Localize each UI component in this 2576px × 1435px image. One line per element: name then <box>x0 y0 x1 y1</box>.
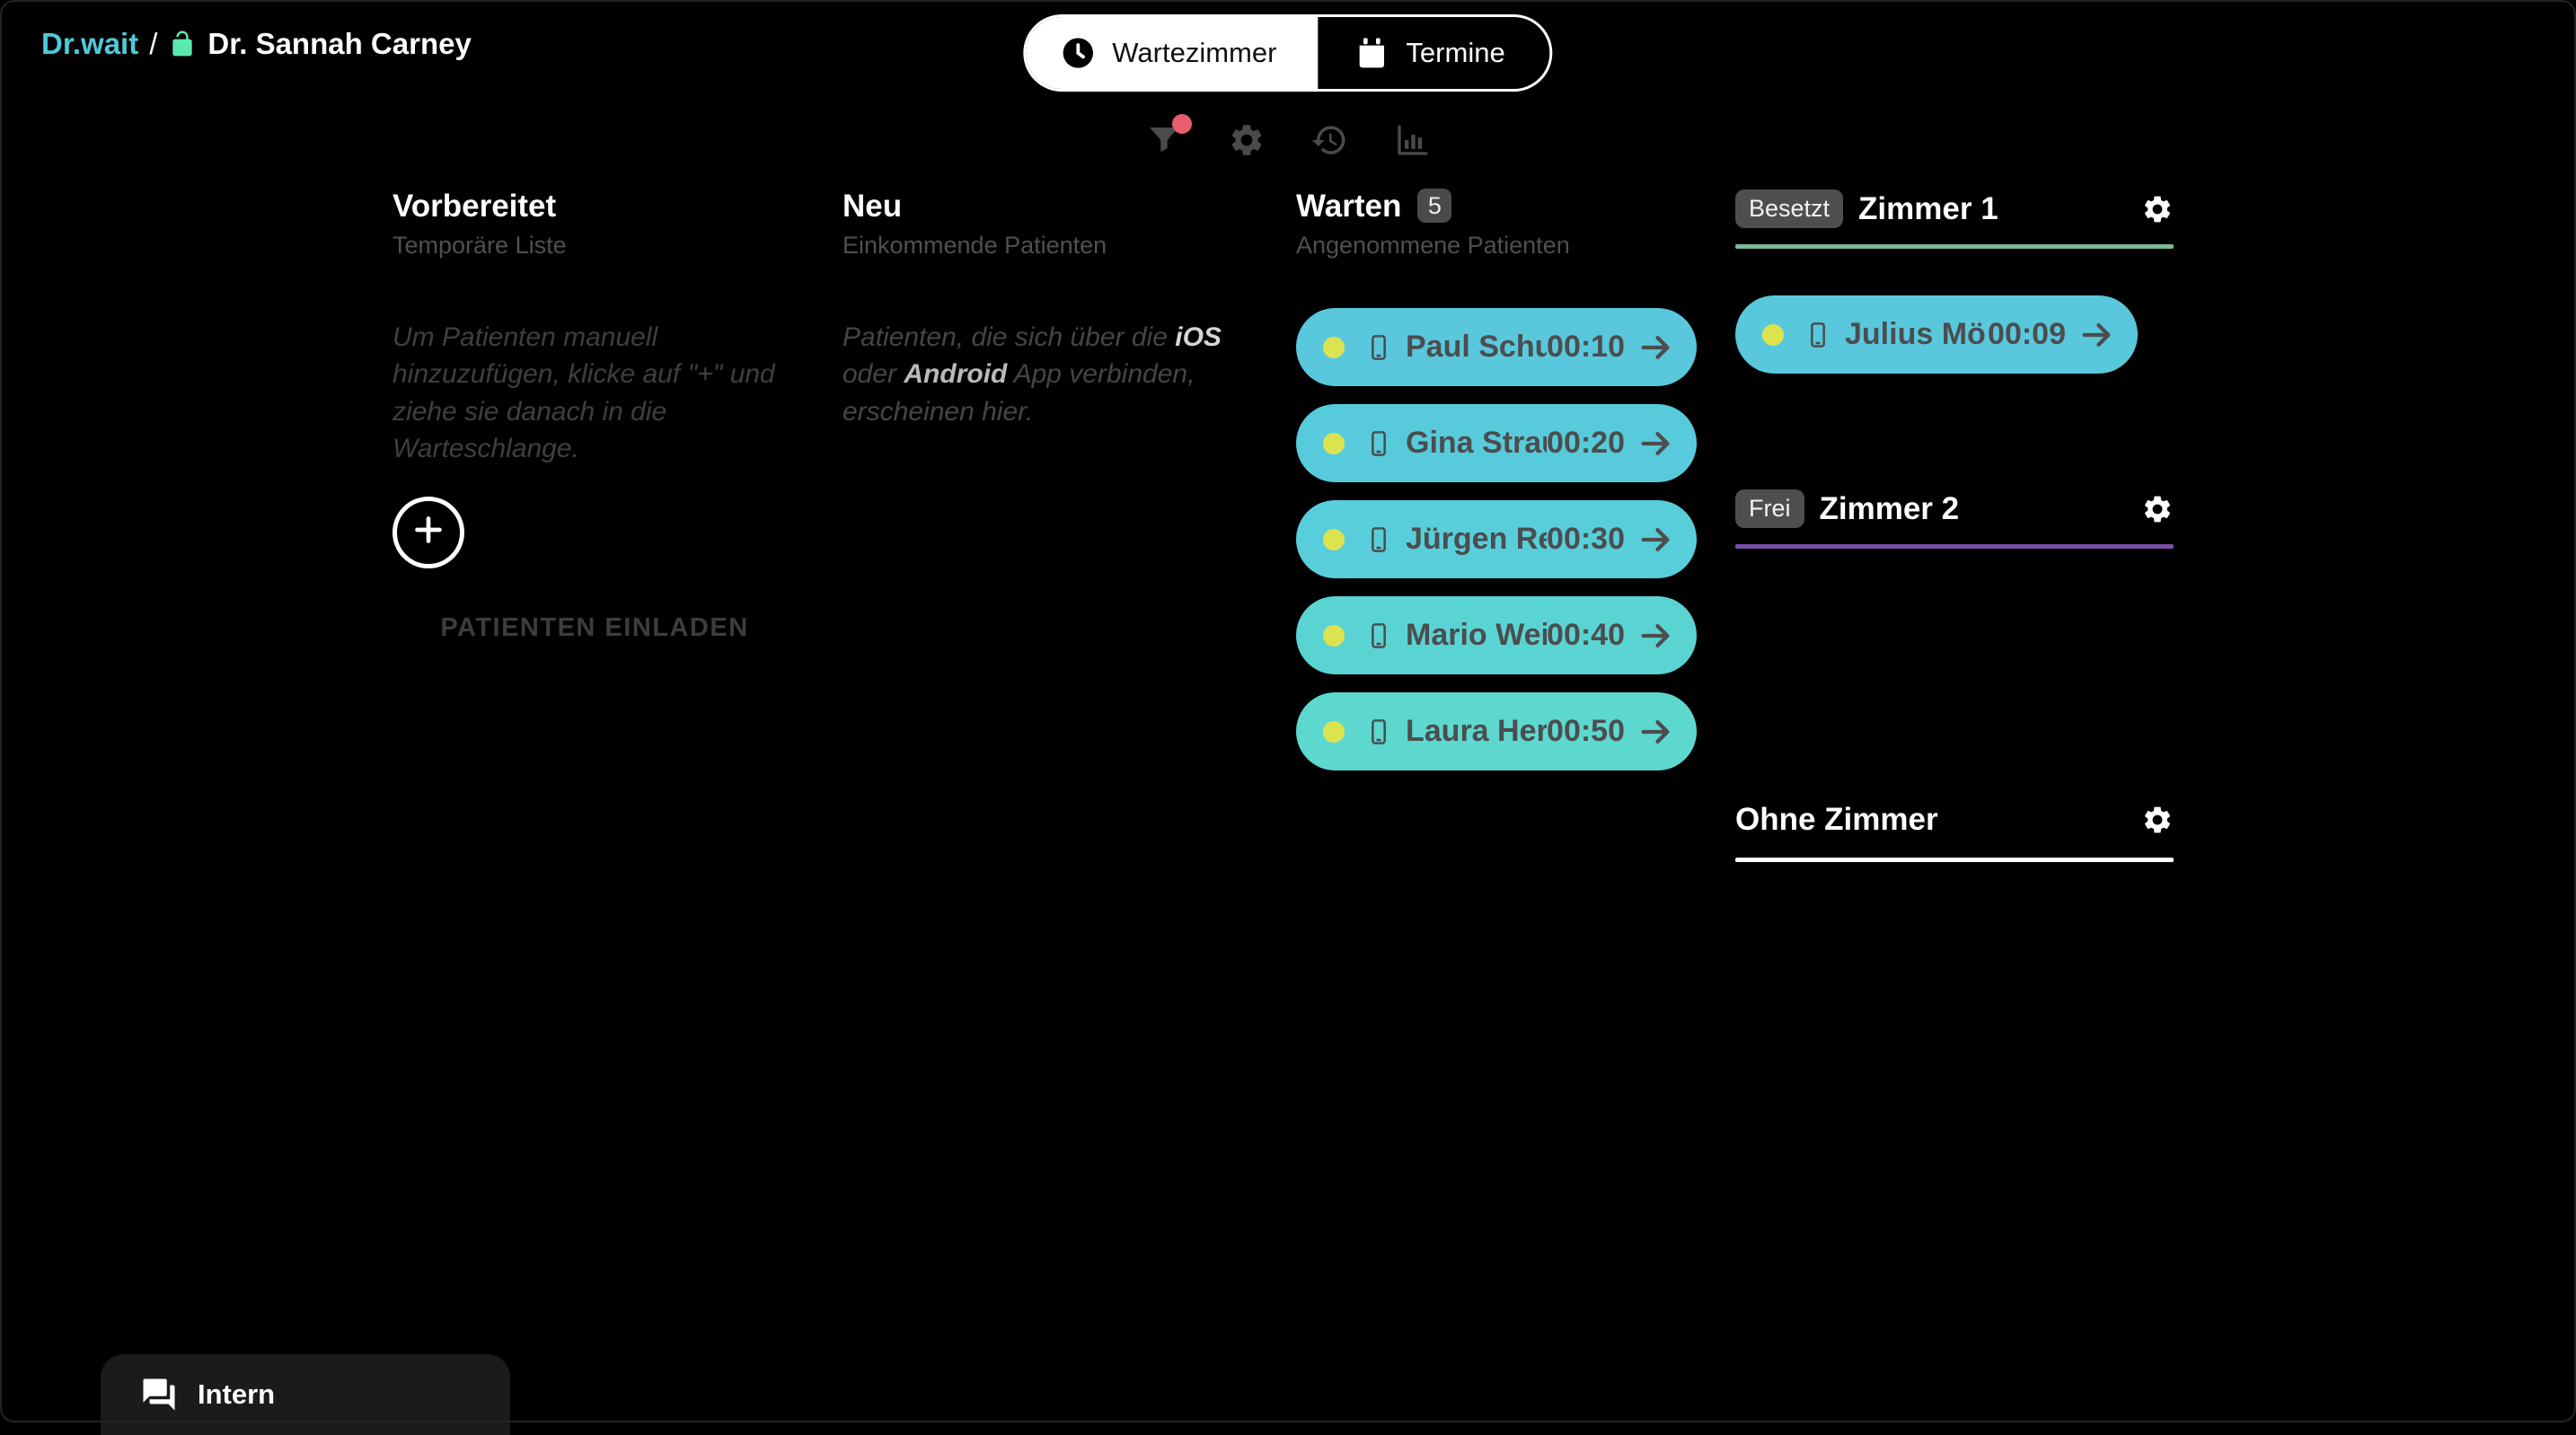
wait-time: 00:40 <box>1547 618 1625 653</box>
smartphone-icon <box>1364 426 1393 462</box>
android-highlight: Android <box>904 359 1007 389</box>
neu-empty-hint: Patienten, die sich über die iOS oder An… <box>842 319 1265 430</box>
arrow-right-icon[interactable] <box>2078 317 2114 353</box>
calendar-icon <box>1354 35 1389 71</box>
status-dot <box>1323 529 1345 550</box>
status-dot <box>1323 625 1345 647</box>
wait-time: 00:50 <box>1547 714 1625 749</box>
smartphone-icon <box>1364 618 1393 654</box>
vorbereitet-empty-hint: Um Patienten manuell hinzuzufügen, klick… <box>393 319 781 468</box>
column-neu-title: Neu <box>842 189 1265 224</box>
wait-time: 00:09 <box>1988 317 2066 352</box>
room-status-badge: Frei <box>1735 489 1804 528</box>
tab-wartezimmer[interactable]: Wartezimmer <box>1026 17 1318 89</box>
column-vorbereitet: Vorbereitet Temporäre Liste Um Patienten… <box>393 189 797 643</box>
filter-icon[interactable] <box>1143 119 1185 161</box>
wait-time: 00:30 <box>1547 522 1625 557</box>
column-warten: Warten 5 Angenommene Patienten Paul Schu… <box>1296 189 1697 770</box>
column-vorbereitet-subtitle: Temporäre Liste <box>393 232 797 260</box>
column-warten-subtitle: Angenommene Patienten <box>1296 232 1697 260</box>
warten-count-badge: 5 <box>1417 189 1451 223</box>
status-dot <box>1323 433 1345 454</box>
arrow-right-icon[interactable] <box>1637 426 1673 462</box>
filter-notification-dot <box>1172 114 1192 134</box>
column-rooms: Besetzt Zimmer 1 Julius Möller 00:09 Fre… <box>1735 0 2174 988</box>
clock-icon <box>1060 35 1096 71</box>
patient-name: Gina Strauss <box>1406 426 1547 461</box>
arrow-right-icon[interactable] <box>1637 522 1673 558</box>
arrow-right-icon[interactable] <box>1637 330 1673 365</box>
room-status-badge: Besetzt <box>1735 189 1843 228</box>
breadcrumb-separator: / <box>149 27 157 61</box>
settings-icon[interactable] <box>1226 119 1267 161</box>
smartphone-icon <box>1364 330 1393 365</box>
history-icon[interactable] <box>1309 119 1350 161</box>
room-title: Ohne Zimmer <box>1735 802 1938 838</box>
patient-pill[interactable]: Laura Herz… 00:50 <box>1296 692 1697 770</box>
column-neu: Neu Einkommende Patienten Patienten, die… <box>842 189 1265 430</box>
app-logo[interactable]: Dr.wait <box>41 27 138 61</box>
room-settings-icon[interactable] <box>2141 193 2174 225</box>
status-dot <box>1323 337 1345 358</box>
room-accent-line <box>1735 244 2174 249</box>
invite-patients-button[interactable]: PATIENTEN EINLADEN <box>393 613 797 643</box>
room-zimmer-2: Frei Zimmer 2 <box>1735 489 2174 549</box>
room-title: Zimmer 1 <box>1858 191 1998 227</box>
intern-chat-button[interactable]: Intern <box>101 1354 510 1435</box>
status-dot <box>1762 324 1784 346</box>
smartphone-icon <box>1364 714 1393 750</box>
intern-chat-label: Intern <box>198 1378 275 1411</box>
patient-pill[interactable]: Mario Weiss 00:40 <box>1296 596 1697 674</box>
arrow-right-icon[interactable] <box>1637 714 1673 750</box>
breadcrumb: Dr.wait / Dr. Sannah Carney <box>41 27 472 61</box>
room-settings-icon[interactable] <box>2141 493 2174 525</box>
tab-termine[interactable]: Termine <box>1318 17 1549 89</box>
room-zimmer-1: Besetzt Zimmer 1 Julius Möller 00:09 <box>1735 189 2174 374</box>
wait-time: 00:10 <box>1547 330 1625 365</box>
column-neu-subtitle: Einkommende Patienten <box>842 232 1265 260</box>
waiting-patient-list: Paul Schu… 00:10 Gina Strauss 00:20 Jürg… <box>1296 308 1697 770</box>
plus-icon <box>410 512 446 552</box>
patient-name: Julius Möller <box>1845 317 1988 352</box>
patient-name: Laura Herz… <box>1406 714 1547 749</box>
patient-pill[interactable]: Jürgen Rei… 00:30 <box>1296 500 1697 578</box>
patient-pill[interactable]: Julius Möller 00:09 <box>1735 295 2138 374</box>
add-patient-button[interactable] <box>393 497 464 568</box>
column-warten-title: Warten <box>1296 189 1401 224</box>
room-accent-line <box>1735 858 2174 862</box>
chat-bubbles-icon <box>140 1376 178 1413</box>
arrow-right-icon[interactable] <box>1637 618 1673 654</box>
room-title: Zimmer 2 <box>1820 491 1960 527</box>
patient-name: Mario Weiss <box>1406 618 1547 653</box>
patient-name: Jürgen Rei… <box>1406 522 1547 557</box>
column-vorbereitet-title: Vorbereitet <box>393 189 797 224</box>
doctor-name: Dr. Sannah Carney <box>207 27 471 61</box>
room-accent-line <box>1735 544 2174 549</box>
patient-pill[interactable]: Paul Schu… 00:10 <box>1296 308 1697 386</box>
room-ohne-zimmer: Ohne Zimmer <box>1735 802 2174 862</box>
toolbar <box>1143 119 1433 161</box>
status-dot <box>1323 721 1345 743</box>
lock-open-icon <box>168 30 197 58</box>
room-settings-icon[interactable] <box>2141 804 2174 836</box>
wait-time: 00:20 <box>1547 426 1625 461</box>
ios-highlight: iOS <box>1175 322 1222 352</box>
smartphone-icon <box>1364 522 1393 558</box>
patient-name: Paul Schu… <box>1406 330 1547 365</box>
statistics-icon[interactable] <box>1391 119 1433 161</box>
smartphone-icon <box>1804 317 1832 353</box>
patient-pill[interactable]: Gina Strauss 00:20 <box>1296 404 1697 482</box>
tab-termine-label: Termine <box>1406 37 1504 69</box>
tab-wartezimmer-label: Wartezimmer <box>1112 37 1276 69</box>
view-toggle: Wartezimmer Termine <box>1023 14 1552 92</box>
